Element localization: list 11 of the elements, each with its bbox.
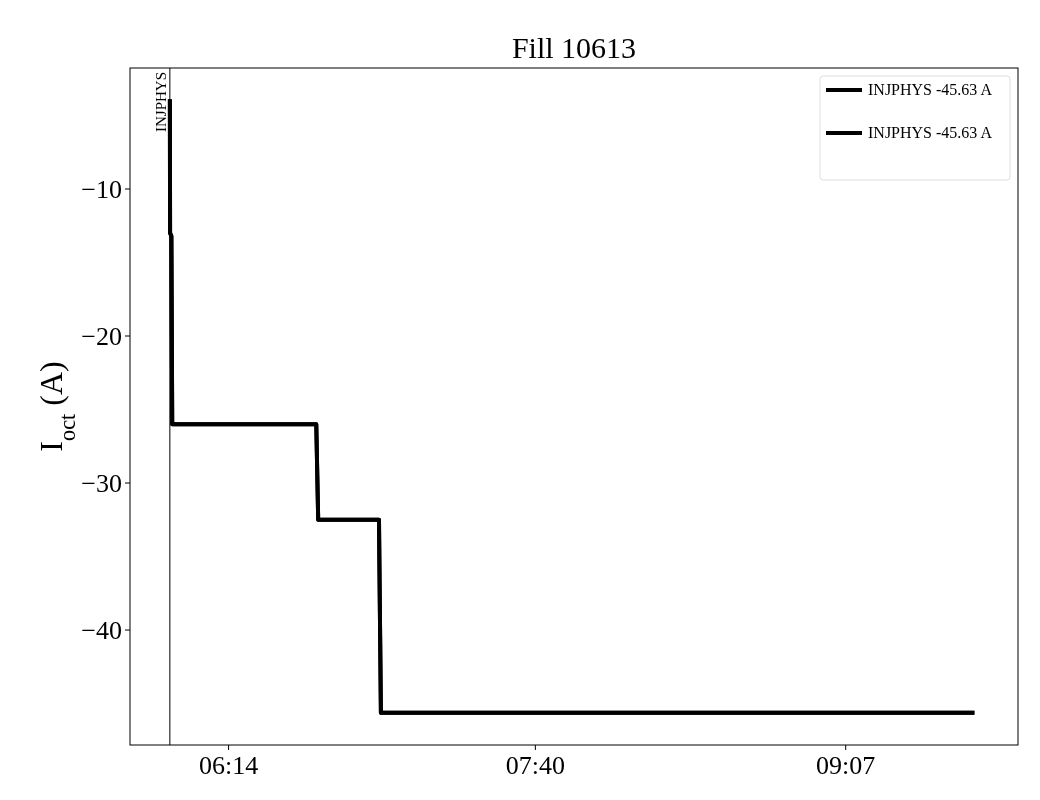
x-tick-label: 07:40 — [505, 751, 565, 780]
chart-title: Fill 10613 — [511, 31, 637, 64]
y-tick-label: −20 — [81, 322, 122, 352]
y-tick-label: −10 — [81, 174, 122, 204]
legend-label: INJPHYS -45.63 A — [868, 81, 993, 98]
ref-line-label: INJPHYS — [152, 72, 169, 133]
x-tick-label: 09:07 — [816, 751, 876, 780]
y-tick-label: −40 — [81, 616, 122, 646]
y-tick-label: −30 — [81, 469, 122, 499]
x-tick-label: 06:14 — [198, 751, 259, 780]
legend-label: INJPHYS -45.63 A — [868, 124, 993, 141]
